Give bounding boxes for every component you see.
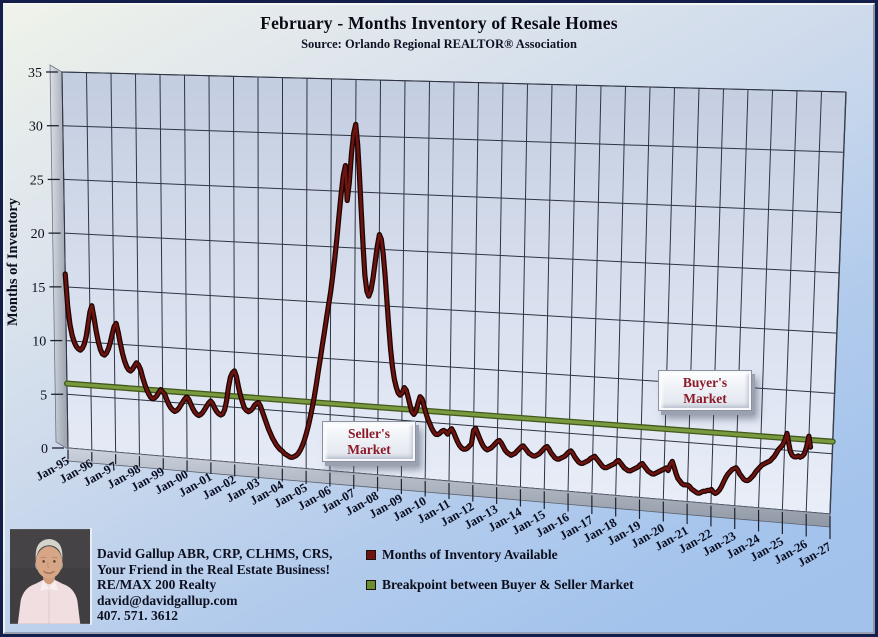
svg-text:5: 5 <box>40 388 47 403</box>
legend-item-breakpoint: Breakpoint between Buyer & Seller Market <box>366 577 696 593</box>
breakpoint-series-swatch <box>366 580 376 590</box>
buyers-market-label: Buyer's Market <box>658 370 752 411</box>
sellers-market-line1: Seller's <box>348 426 390 441</box>
contact-name: David Gallup ABR, CRP, CLHMS, CRS, <box>97 546 333 561</box>
buyers-market-line2: Market <box>683 391 727 406</box>
svg-text:15: 15 <box>31 281 45 296</box>
contact-phone: 407. 571. 3612 <box>97 608 178 623</box>
svg-text:35: 35 <box>28 66 42 81</box>
buyers-market-line1: Buyer's <box>682 375 728 390</box>
chart-subtitle: Source: Orlando Regional REALTOR® Associ… <box>301 37 577 51</box>
svg-text:20: 20 <box>31 227 45 242</box>
sellers-market-line2: Market <box>347 442 391 457</box>
sellers-market-label: Seller's Market <box>322 421 416 462</box>
svg-text:30: 30 <box>29 120 43 135</box>
inventory-series-swatch <box>366 550 376 560</box>
y-axis-title: Months of Inventory <box>5 197 21 326</box>
svg-text:10: 10 <box>32 335 46 350</box>
chart-title: February - Months Inventory of Resale Ho… <box>260 13 618 33</box>
agent-photo <box>10 528 92 625</box>
svg-text:25: 25 <box>30 173 44 188</box>
svg-text:0: 0 <box>41 442 48 457</box>
contact-info: David Gallup ABR, CRP, CLHMS, CRS, Your … <box>97 546 397 624</box>
chart-plot-area: 05101520253035Jan-95Jan-96Jan-97Jan-98Ja… <box>28 64 847 570</box>
contact-tagline: Your Friend in the Real Estate Business! <box>97 561 331 577</box>
legend-item-inventory: Months of Inventory Available <box>366 547 696 563</box>
contact-email: david@davidgallup.com <box>97 592 238 608</box>
inventory-series-label: Months of Inventory Available <box>382 547 558 562</box>
chart-legend: Months of Inventory Available Breakpoint… <box>366 547 696 607</box>
breakpoint-series-label: Breakpoint between Buyer & Seller Market <box>382 577 634 592</box>
contact-company: RE/MAX 200 Realty <box>97 577 217 592</box>
